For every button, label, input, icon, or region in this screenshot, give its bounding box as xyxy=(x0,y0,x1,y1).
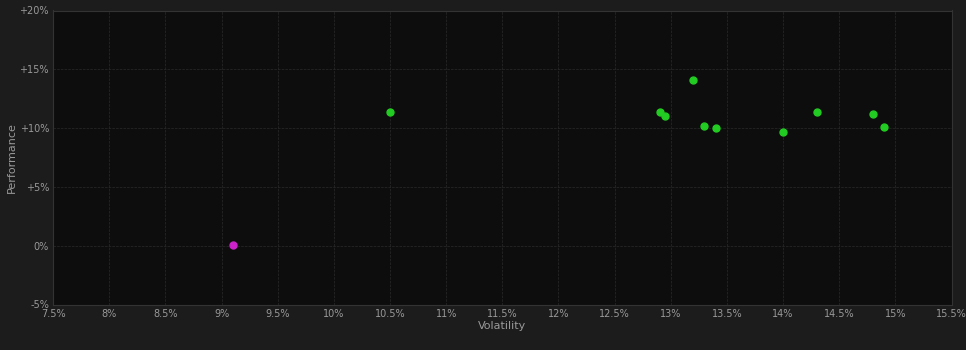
Point xyxy=(652,109,668,114)
X-axis label: Volatility: Volatility xyxy=(478,321,526,331)
Point xyxy=(696,123,712,128)
Y-axis label: Performance: Performance xyxy=(7,122,16,193)
Point xyxy=(658,113,673,119)
Point xyxy=(708,125,724,131)
Point xyxy=(383,109,398,114)
Point xyxy=(866,111,881,117)
Point xyxy=(809,109,824,114)
Point xyxy=(776,129,791,134)
Point xyxy=(225,242,241,247)
Point xyxy=(876,124,892,130)
Point xyxy=(686,77,701,83)
